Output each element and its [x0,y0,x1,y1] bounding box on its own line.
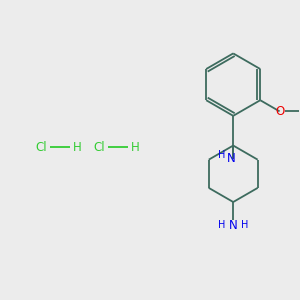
Text: H: H [218,150,226,160]
Text: O: O [275,105,284,118]
Text: N: N [227,152,236,165]
Text: H: H [218,220,226,230]
Text: H: H [73,140,82,154]
Text: H: H [131,140,140,154]
Text: N: N [229,219,238,232]
Text: Cl: Cl [36,140,47,154]
Text: Cl: Cl [94,140,105,154]
Text: H: H [241,220,248,230]
